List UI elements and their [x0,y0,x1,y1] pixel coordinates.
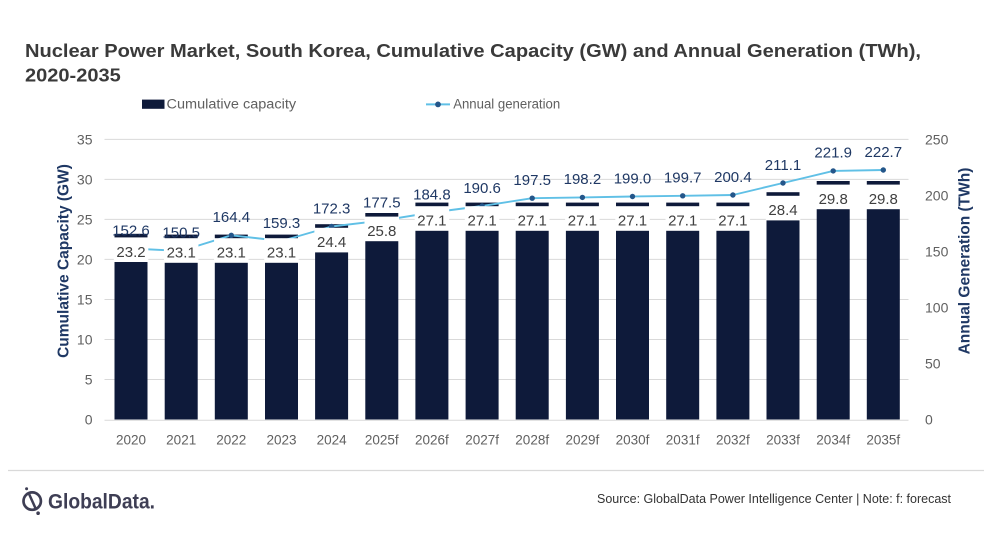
svg-text:0: 0 [925,411,933,427]
svg-text:197.5: 197.5 [513,172,551,189]
svg-text:15: 15 [77,291,93,307]
svg-text:27.1: 27.1 [618,213,647,230]
svg-text:2029f: 2029f [566,433,600,448]
svg-text:2026f: 2026f [415,433,449,448]
svg-text:150: 150 [925,243,949,259]
svg-text:2027f: 2027f [465,433,499,448]
svg-text:5: 5 [85,371,93,387]
svg-text:23.1: 23.1 [167,245,196,262]
svg-text:2025f: 2025f [365,433,399,448]
svg-text:2032f: 2032f [716,433,750,448]
svg-text:Cumulative Capacity (GW): Cumulative Capacity (GW) [56,164,73,358]
svg-text:27.1: 27.1 [518,213,547,230]
svg-text:2034f: 2034f [816,433,850,448]
svg-text:Annual generation: Annual generation [453,97,560,112]
svg-text:50: 50 [925,355,941,371]
svg-text:28.4: 28.4 [768,202,797,219]
svg-text:2022: 2022 [216,433,246,448]
svg-text:29.8: 29.8 [869,191,898,208]
svg-text:159.3: 159.3 [263,215,301,232]
svg-text:164.4: 164.4 [213,209,251,226]
svg-text:200: 200 [925,187,949,203]
svg-text:27.1: 27.1 [568,213,597,230]
svg-text:27.1: 27.1 [417,213,446,230]
svg-text:0: 0 [85,411,93,427]
svg-text:24.4: 24.4 [317,234,346,251]
svg-text:199.7: 199.7 [664,170,702,187]
svg-text:GlobalData.: GlobalData. [48,490,155,514]
svg-text:23.1: 23.1 [267,245,296,262]
svg-text:23.2: 23.2 [116,244,145,261]
svg-text:250: 250 [925,131,949,147]
svg-text:2020-2035: 2020-2035 [25,65,121,85]
svg-text:172.3: 172.3 [313,200,351,217]
svg-text:2023: 2023 [266,433,296,448]
svg-text:23.1: 23.1 [217,245,246,262]
svg-text:2028f: 2028f [515,433,549,448]
svg-text:25.8: 25.8 [367,223,396,240]
svg-text:222.7: 222.7 [865,144,903,161]
svg-text:25: 25 [77,211,93,227]
svg-text:Source: GlobalData Power Intel: Source: GlobalData Power Intelligence Ce… [597,492,951,506]
svg-text:20: 20 [77,251,93,267]
svg-text:199.0: 199.0 [614,170,652,187]
svg-text:29.8: 29.8 [819,191,848,208]
svg-text:177.5: 177.5 [363,194,401,211]
svg-text:Nuclear Power Market, South Ko: Nuclear Power Market, South Korea, Cumul… [25,41,921,61]
svg-text:198.2: 198.2 [564,171,602,188]
svg-text:2024: 2024 [317,433,348,448]
svg-text:100: 100 [925,299,949,315]
svg-text:2020: 2020 [116,433,146,448]
svg-text:200.4: 200.4 [714,169,752,186]
svg-text:152.6: 152.6 [112,222,150,239]
svg-text:27.1: 27.1 [668,213,697,230]
svg-text:35: 35 [77,131,93,147]
svg-text:27.1: 27.1 [467,213,496,230]
svg-text:2021: 2021 [166,433,196,448]
svg-text:2031f: 2031f [666,433,700,448]
svg-text:2030f: 2030f [616,433,650,448]
svg-text:150.5: 150.5 [162,225,200,242]
svg-text:Cumulative capacity: Cumulative capacity [167,97,297,112]
svg-text:Annual Generation (TWh): Annual Generation (TWh) [957,168,974,355]
svg-text:184.8: 184.8 [413,186,451,203]
svg-text:211.1: 211.1 [765,157,801,174]
svg-text:10: 10 [77,331,93,347]
svg-text:2035f: 2035f [866,433,900,448]
svg-text:190.6: 190.6 [463,180,501,197]
svg-text:30: 30 [77,171,93,187]
svg-text:2033f: 2033f [766,433,800,448]
svg-text:221.9: 221.9 [814,145,852,162]
svg-text:27.1: 27.1 [718,213,747,230]
